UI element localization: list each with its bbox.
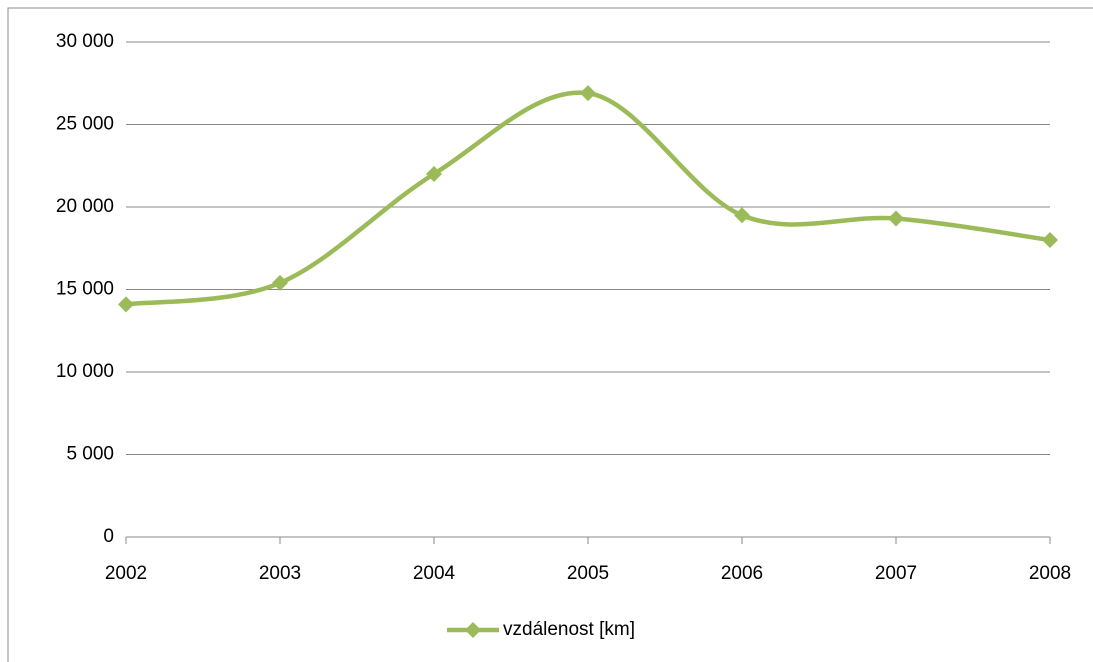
marker xyxy=(118,296,134,313)
marker xyxy=(888,210,904,227)
marker xyxy=(734,207,750,224)
y-tick-label: 0 xyxy=(103,526,114,547)
x-tick-label: 2003 xyxy=(259,563,301,584)
y-tick-label: 20 000 xyxy=(56,196,114,217)
marker xyxy=(1042,232,1058,248)
x-tick-label: 2006 xyxy=(721,563,763,584)
y-tick-label: 25 000 xyxy=(56,114,114,135)
y-tick-label: 30 000 xyxy=(56,31,114,52)
marker xyxy=(580,85,596,102)
marker xyxy=(426,166,442,182)
x-tick-label: 2008 xyxy=(1029,563,1071,584)
y-tick-label: 10 000 xyxy=(56,361,114,382)
y-tick-label: 15 000 xyxy=(56,279,114,300)
chart-border xyxy=(7,7,1093,662)
marker xyxy=(272,274,288,291)
y-tick-label: 5 000 xyxy=(66,444,114,465)
x-tick-label: 2007 xyxy=(875,563,917,584)
legend-label: vzdálenost [km] xyxy=(503,619,635,640)
x-tick-label: 2005 xyxy=(567,563,609,584)
legend-marker xyxy=(465,622,481,638)
x-tick-label: 2004 xyxy=(413,563,456,584)
x-tick-label: 2002 xyxy=(105,563,147,584)
